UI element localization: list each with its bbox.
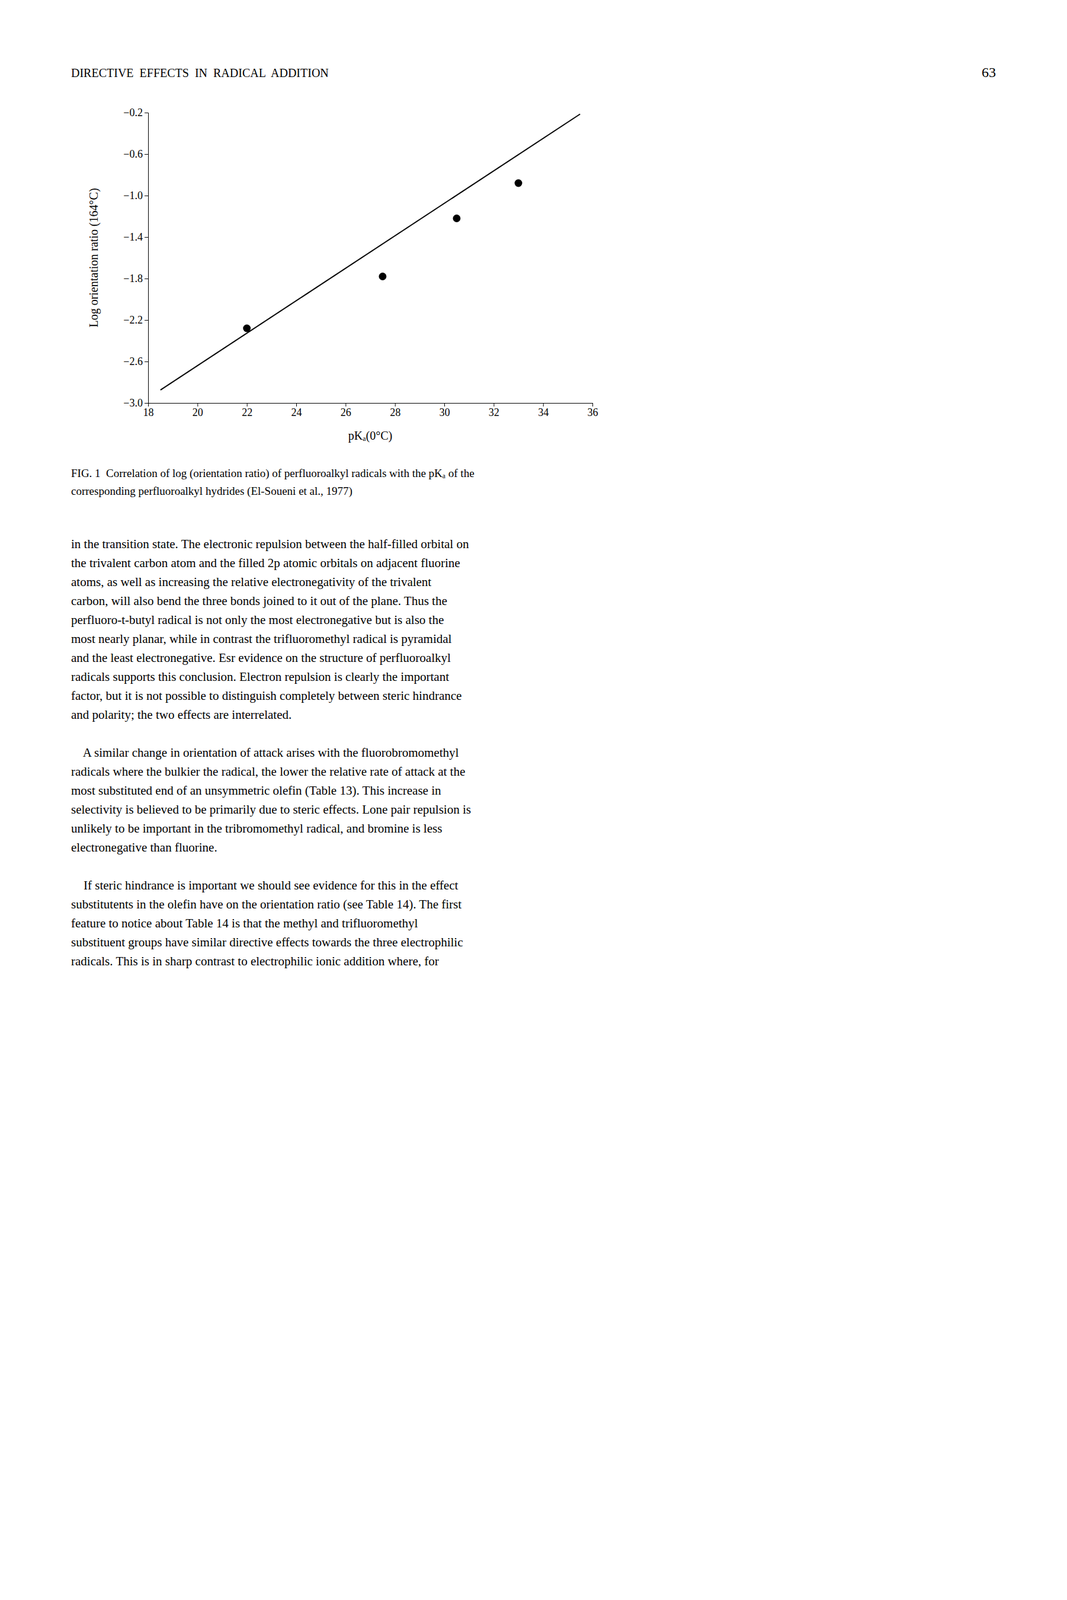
chart: 18 20 22 24 26 28 30 32 34 36 −3.0 −2.6 −2.2 −1.8 −1.4…: [87, 106, 599, 443]
tick: −2.6: [123, 355, 149, 368]
body-text: radicals where the bulkier the radical, …: [71, 764, 466, 779]
body-text: carbon, will also bend the three bonds j…: [71, 593, 448, 608]
tick: −2.2: [123, 313, 149, 326]
body-text: unlikely to be important in the tribromo…: [71, 821, 442, 836]
body-text: selectivity is believed to be primarily …: [71, 802, 471, 817]
page: DIRECTIVE EFFECTS IN RADICAL ADDITION 63 1…: [0, 0, 1067, 1600]
tick: 32: [488, 402, 500, 419]
tick-mark: [144, 195, 149, 197]
tick-label: 32: [488, 406, 500, 419]
figure-caption: FIG. 1 Correlation of log (orientation r…: [71, 466, 475, 480]
page-number: 63: [981, 64, 996, 80]
y-axis: −3.0 −2.6 −2.2 −1.8 −1.4 −1.0 −0.6 −0.2: [123, 106, 149, 409]
tick-mark: [144, 361, 149, 362]
tick-label: 34: [537, 406, 549, 419]
plot-area: [160, 113, 581, 390]
tick-label: 28: [389, 406, 401, 419]
tick: 34: [537, 402, 549, 419]
scatter-point: [514, 179, 523, 188]
tick-mark: [144, 402, 149, 404]
body-text: A similar change in orientation of attac…: [71, 745, 460, 760]
tick: −3.0: [123, 396, 149, 409]
tick: −1.4: [123, 231, 149, 243]
tick: 28: [389, 402, 401, 419]
body-text: and polarity; the two effects are interr…: [71, 707, 292, 722]
tick-mark: [144, 112, 149, 114]
tick-mark: [144, 319, 149, 321]
tick-label: −0.2: [123, 106, 143, 119]
body-text: in the transition state. The electronic …: [71, 536, 470, 551]
y-axis-title: Log orientation ratio (164°C): [87, 187, 101, 328]
page-header: DIRECTIVE EFFECTS IN RADICAL ADDITION: [71, 66, 329, 80]
tick: 36: [587, 402, 599, 419]
body-text: electronegative than fluorine.: [71, 840, 218, 855]
body-text: most nearly planar, while in contrast th…: [71, 631, 453, 646]
body-text: radicals. This is in sharp contrast to e…: [71, 953, 440, 969]
scatter-point: [378, 272, 387, 281]
tick-label: −0.6: [123, 148, 143, 160]
body-text: the trivalent carbon atom and the filled…: [71, 555, 461, 570]
tick: 30: [439, 402, 451, 419]
tick-label: 22: [241, 406, 253, 419]
axis-line: [144, 113, 149, 404]
tick-mark: [144, 236, 149, 238]
body-text: feature to notice about Table 14 is that…: [71, 915, 419, 931]
tick: 26: [340, 402, 352, 419]
body-text: substituent groups have similar directiv…: [71, 934, 463, 950]
tick-label: −1.4: [123, 231, 143, 243]
tick-label: 20: [192, 406, 204, 419]
body-text: If steric hindrance is important we shou…: [71, 878, 458, 893]
tick-label: 24: [291, 406, 303, 419]
x-axis: 18 20 22 24 26 28 30 32 34 36: [143, 402, 599, 419]
body-text: and the least electronegative. Esr evide…: [71, 650, 451, 665]
body-text: most substituted end of an unsymmetric o…: [71, 783, 442, 798]
body-text: perfluoro-t-butyl radical is not only th…: [71, 612, 444, 627]
tick: −1.0: [123, 189, 149, 202]
tick-mark: [144, 154, 149, 155]
axis-line: [148, 403, 594, 408]
tick-label: −1.0: [123, 189, 143, 202]
x-axis-title: pKₐ(0°C): [348, 428, 393, 443]
body-text: radicals supports this conclusion. Elect…: [71, 669, 450, 684]
tick: 20: [192, 402, 204, 419]
tick-label: −2.2: [123, 313, 143, 326]
tick-label: 26: [340, 406, 352, 419]
tick-label: −2.6: [123, 355, 143, 368]
tick-label: 36: [587, 406, 599, 419]
body-text: substitutents in the olefin have on the …: [71, 896, 462, 912]
tick-mark: [144, 278, 149, 280]
regression-line: [160, 113, 581, 390]
tick: 18: [143, 402, 155, 419]
figure-caption: corresponding perfluoroalkyl hydrides (E…: [71, 484, 353, 498]
tick: −0.6: [123, 148, 149, 160]
tick: −0.2: [123, 106, 149, 119]
background: [0, 0, 1067, 1600]
body-text: atoms, as well as increasing the relativ…: [71, 574, 432, 589]
tick-label: 18: [143, 406, 155, 419]
tick-label: −1.8: [123, 272, 143, 285]
scatter-point: [452, 214, 461, 223]
tick-label: 30: [439, 406, 451, 419]
tick-label: −3.0: [123, 396, 143, 409]
body-text: factor, but it is not possible to distin…: [71, 688, 462, 703]
tick: −1.8: [123, 272, 149, 285]
tick: 24: [291, 402, 303, 419]
tick: 22: [241, 402, 253, 419]
